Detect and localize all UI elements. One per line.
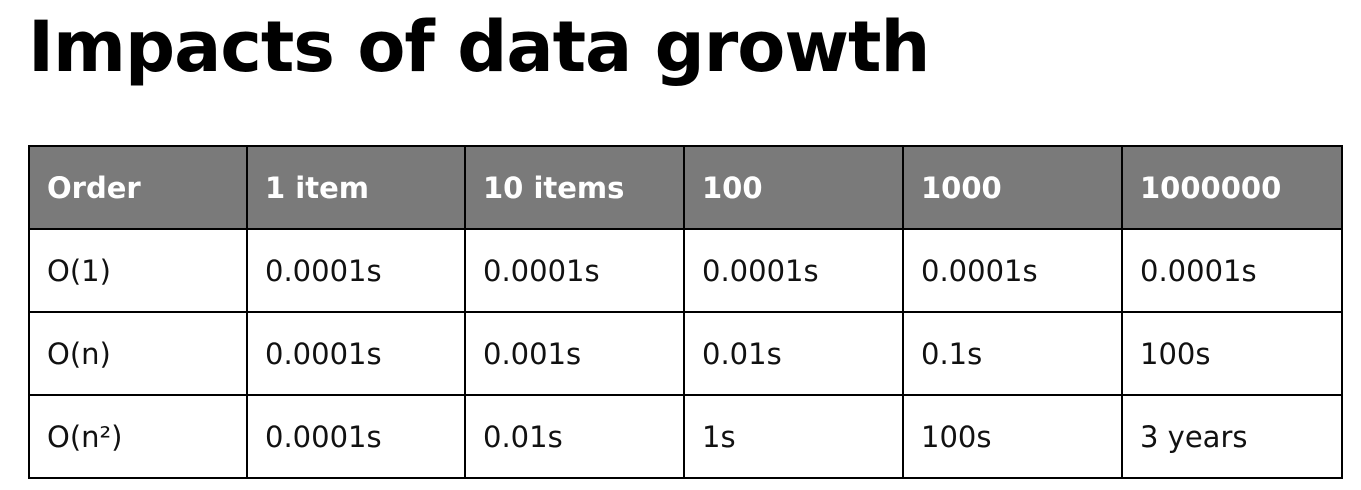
column-header-10-items: 10 items	[464, 145, 685, 230]
table-cell: 0.0001s	[246, 311, 466, 396]
table-cell: 0.0001s	[902, 228, 1123, 313]
table-cell: 0.0001s	[1121, 228, 1343, 313]
column-header-1-item: 1 item	[246, 145, 466, 230]
table-cell-order: O(n²)	[28, 394, 248, 479]
table-cell: 3 years	[1121, 394, 1343, 479]
table-cell: 100s	[1121, 311, 1343, 396]
table-cell: 100s	[902, 394, 1123, 479]
table-row: O(n) 0.0001s 0.001s 0.01s 0.1s 100s	[28, 311, 1343, 396]
table-cell-order: O(n)	[28, 311, 248, 396]
table-cell: 0.01s	[464, 394, 685, 479]
table-cell: 0.01s	[683, 311, 904, 396]
column-header-order: Order	[28, 145, 248, 230]
table-cell: 1s	[683, 394, 904, 479]
column-header-100: 100	[683, 145, 904, 230]
column-header-1000000: 1000000	[1121, 145, 1343, 230]
table-row: O(1) 0.0001s 0.0001s 0.0001s 0.0001s 0.0…	[28, 228, 1343, 313]
table-cell: 0.0001s	[683, 228, 904, 313]
table-cell: 0.0001s	[246, 394, 466, 479]
table-cell: 0.001s	[464, 311, 685, 396]
column-header-1000: 1000	[902, 145, 1123, 230]
table-header-row: Order 1 item 10 items 100 1000 1000000	[28, 145, 1343, 230]
table-cell-order: O(1)	[28, 228, 248, 313]
table-cell: 0.0001s	[246, 228, 466, 313]
table-row: O(n²) 0.0001s 0.01s 1s 100s 3 years	[28, 394, 1343, 479]
table-cell: 0.1s	[902, 311, 1123, 396]
growth-table: Order 1 item 10 items 100 1000 1000000 O…	[28, 145, 1343, 479]
slide-title: Impacts of data growth	[28, 6, 930, 88]
table-cell: 0.0001s	[464, 228, 685, 313]
